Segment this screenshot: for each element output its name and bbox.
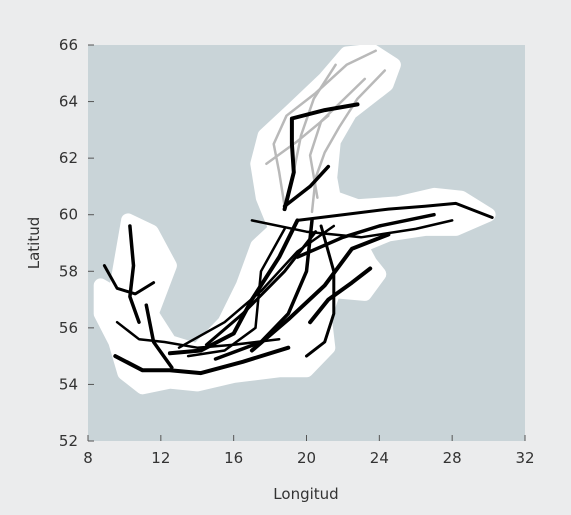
- black-track: [177, 224, 336, 349]
- x-tick-label: 8: [83, 449, 93, 467]
- black-track: [282, 164, 331, 208]
- black-track: [186, 227, 286, 358]
- black-track: [113, 345, 291, 376]
- gray-track: [272, 49, 377, 208]
- y-tick-label: 56: [59, 319, 78, 337]
- black-track: [282, 102, 360, 212]
- gray-track: [265, 114, 330, 166]
- black-track: [295, 201, 494, 222]
- black-track: [295, 212, 436, 259]
- x-tick-label: 16: [224, 449, 243, 467]
- y-axis-label: Latitud: [25, 217, 43, 270]
- y-axis-ticks: 52 54 56 58 60 62 64 66: [59, 36, 94, 450]
- black-track: [308, 266, 373, 325]
- x-axis-label: Longitud: [273, 485, 338, 503]
- black-track: [167, 218, 300, 356]
- x-axis-ticks: 8 12 16 20 24 28 32: [83, 435, 535, 467]
- black-track: [213, 218, 314, 361]
- black-track: [249, 232, 391, 353]
- gray-track: [308, 77, 367, 199]
- black-track: [305, 224, 336, 358]
- black-track: [128, 224, 141, 324]
- y-tick-label: 52: [59, 432, 78, 450]
- x-tick-label: 32: [515, 449, 534, 467]
- x-tick-label: 12: [151, 449, 170, 467]
- coastline-region: [93, 45, 496, 395]
- y-tick-label: 58: [59, 262, 78, 280]
- y-tick-label: 66: [59, 36, 78, 54]
- gray-track: [290, 63, 337, 183]
- black-track: [250, 219, 454, 239]
- black-track: [144, 303, 174, 370]
- x-tick-label: 28: [443, 449, 462, 467]
- y-tick-label: 60: [59, 206, 78, 224]
- y-tick-label: 62: [59, 149, 78, 167]
- y-tick-label: 54: [59, 375, 78, 393]
- black-tracks: [102, 102, 494, 376]
- x-tick-label: 24: [370, 449, 389, 467]
- black-track: [115, 320, 281, 349]
- black-track: [102, 264, 156, 296]
- y-tick-label: 64: [59, 93, 78, 111]
- x-tick-label: 20: [297, 449, 316, 467]
- black-track: [204, 230, 318, 347]
